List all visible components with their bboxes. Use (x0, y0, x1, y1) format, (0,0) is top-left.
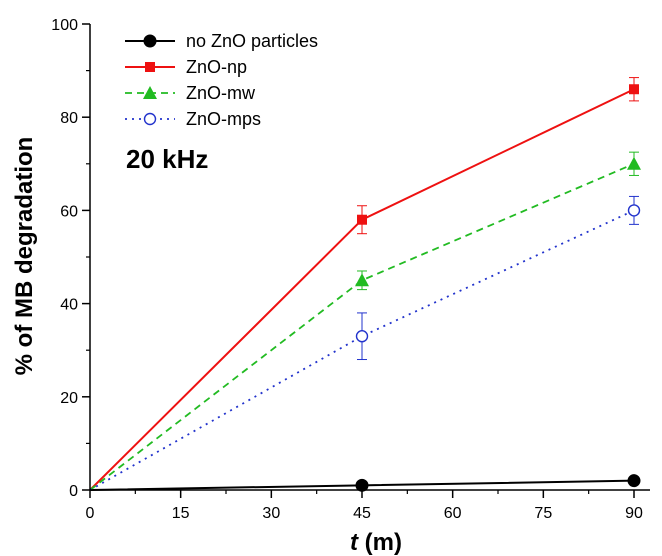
annotation-20khz: 20 kHz (126, 144, 208, 174)
legend-label-2: ZnO-mw (186, 83, 256, 103)
x-tick-label-3: 45 (353, 505, 371, 522)
x-tick-label-1: 15 (172, 505, 190, 522)
y-tick-label-0: 0 (69, 483, 78, 500)
x-tick-label-4: 60 (444, 505, 462, 522)
data-point-1-2 (629, 84, 639, 95)
data-point-2-2 (627, 156, 641, 170)
series-line-3 (89, 209, 635, 491)
x-axis-title-unit: (m) (358, 529, 402, 556)
y-tick-label-3: 60 (60, 203, 78, 220)
legend-marker-2 (143, 86, 157, 99)
legend: no ZnO particles ZnO-np ZnO-mw ZnO-mps (125, 31, 318, 129)
data-point-3-1 (355, 330, 369, 343)
data-point-1-1 (357, 214, 367, 225)
data-point-3-2 (627, 204, 641, 217)
y-axis-title: % of MB degradation (11, 137, 38, 376)
x-axis-title-italic: t (350, 529, 359, 556)
data-point-0-2 (627, 474, 641, 488)
legend-label-1: ZnO-np (186, 57, 247, 77)
axis-layer: 0 15 30 45 60 75 90 0 20 40 60 80 100 (51, 17, 650, 522)
x-tick-label-0: 0 (86, 505, 95, 522)
legend-marker-3 (143, 112, 157, 126)
y-tick-label-2: 40 (60, 297, 78, 314)
x-tick-label-5: 75 (534, 505, 552, 522)
series-line-2 (89, 162, 635, 491)
y-tick-label-1: 20 (60, 390, 78, 407)
x-axis-title: t (m) (350, 529, 402, 556)
data-point-2-1 (355, 273, 369, 287)
legend-marker-0 (143, 34, 157, 48)
legend-label-0: no ZnO particles (186, 31, 318, 51)
x-tick-label-2: 30 (262, 505, 280, 522)
plot-layer (89, 77, 641, 492)
y-tick-label-5: 100 (51, 17, 78, 34)
x-tick-label-6: 90 (625, 505, 643, 522)
y-tick-label-4: 80 (60, 110, 78, 127)
legend-marker-1 (145, 62, 155, 72)
legend-label-3: ZnO-mps (186, 109, 261, 129)
